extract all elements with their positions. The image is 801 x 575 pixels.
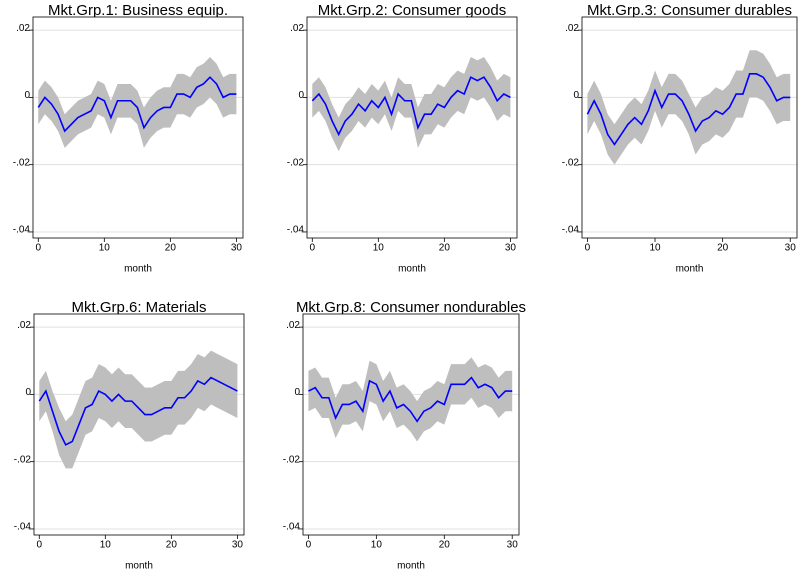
x-tick-label: 20 (166, 540, 178, 551)
y-tick-label: .02 (17, 320, 31, 331)
panel: Mkt.Grp.3: Consumer durables .02 0 -.02 -.04… (562, 2, 798, 275)
plot-frame (306, 16, 518, 239)
y-tick-label: .02 (286, 320, 300, 331)
y-tick-label: -.04 (287, 225, 305, 236)
confidence-band (312, 57, 511, 152)
x-tick-label: 0 (585, 243, 591, 254)
panel: Mkt.Grp.1: Business equip. .02 0 -.02 -.04 0 1… (13, 2, 244, 275)
y-tick-label: 0 (24, 90, 30, 101)
x-tick-label: 10 (371, 540, 383, 551)
x-tick-label: 0 (36, 243, 42, 254)
x-axis-label: month (124, 264, 152, 275)
confidence-band (39, 350, 238, 469)
response-line (308, 376, 513, 423)
y-tick-label: -.04 (283, 522, 301, 533)
x-tick-label: 30 (507, 540, 519, 551)
plot-frame (33, 313, 245, 536)
response-line (38, 376, 238, 446)
y-tick-label: .02 (565, 23, 579, 34)
panel-title: Mkt.Grp.8: Consumer nondurables (296, 299, 526, 316)
x-tick-label: 30 (232, 540, 244, 551)
confidence-band (587, 50, 791, 165)
response-line (311, 76, 511, 137)
y-tick-label: .02 (16, 23, 30, 34)
x-axis-label: month (398, 264, 426, 275)
x-tick-label: 10 (99, 243, 111, 254)
x-axis-label: month (397, 561, 425, 572)
y-tick-label: -.02 (287, 157, 305, 168)
confidence-band (38, 57, 237, 148)
x-tick-label: 0 (310, 243, 316, 254)
plot-frame (302, 313, 520, 536)
y-tick-label: 0 (294, 387, 300, 398)
panel: Mkt.Grp.2: Consumer goods .02 0 -.02 -.04 0 10… (287, 2, 518, 275)
x-axis-label: month (125, 561, 153, 572)
panel: Mkt.Grp.6: Materials .02 0 -.02 -.04 0 10 20 30 m… (14, 299, 245, 572)
plot-frame (581, 16, 798, 239)
x-tick-label: 10 (100, 540, 112, 551)
y-tick-label: -.02 (13, 157, 31, 168)
x-tick-label: 0 (306, 540, 312, 551)
y-tick-label: .02 (290, 23, 304, 34)
y-tick-label: -.02 (14, 454, 32, 465)
panel-title: Mkt.Grp.2: Consumer goods (318, 2, 506, 19)
x-tick-label: 30 (231, 243, 243, 254)
y-tick-label: -.02 (562, 157, 580, 168)
x-tick-label: 30 (785, 243, 797, 254)
x-tick-label: 10 (649, 243, 661, 254)
confidence-band (308, 357, 513, 442)
x-tick-label: 20 (165, 243, 177, 254)
x-axis-label: month (676, 264, 704, 275)
response-line (37, 76, 237, 133)
y-tick-label: 0 (573, 90, 579, 101)
panel-title: Mkt.Grp.3: Consumer durables (587, 2, 792, 19)
y-tick-label: 0 (298, 90, 304, 101)
plot-frame (32, 16, 244, 239)
x-tick-label: 10 (373, 243, 385, 254)
panel-title: Mkt.Grp.6: Materials (71, 299, 206, 316)
y-tick-label: -.04 (13, 225, 31, 236)
y-tick-label: -.04 (14, 522, 32, 533)
y-tick-label: 0 (25, 387, 31, 398)
panel: Mkt.Grp.8: Consumer nondurables .02 0 -.02 -… (283, 299, 526, 572)
x-tick-label: 20 (439, 243, 451, 254)
panel-title: Mkt.Grp.1: Business equip. (48, 2, 228, 19)
y-tick-label: -.02 (283, 454, 301, 465)
response-line (586, 73, 791, 146)
x-tick-label: 0 (37, 540, 43, 551)
y-tick-label: -.04 (562, 225, 580, 236)
x-tick-label: 20 (439, 540, 451, 551)
x-tick-label: 30 (505, 243, 517, 254)
x-tick-label: 20 (717, 243, 729, 254)
